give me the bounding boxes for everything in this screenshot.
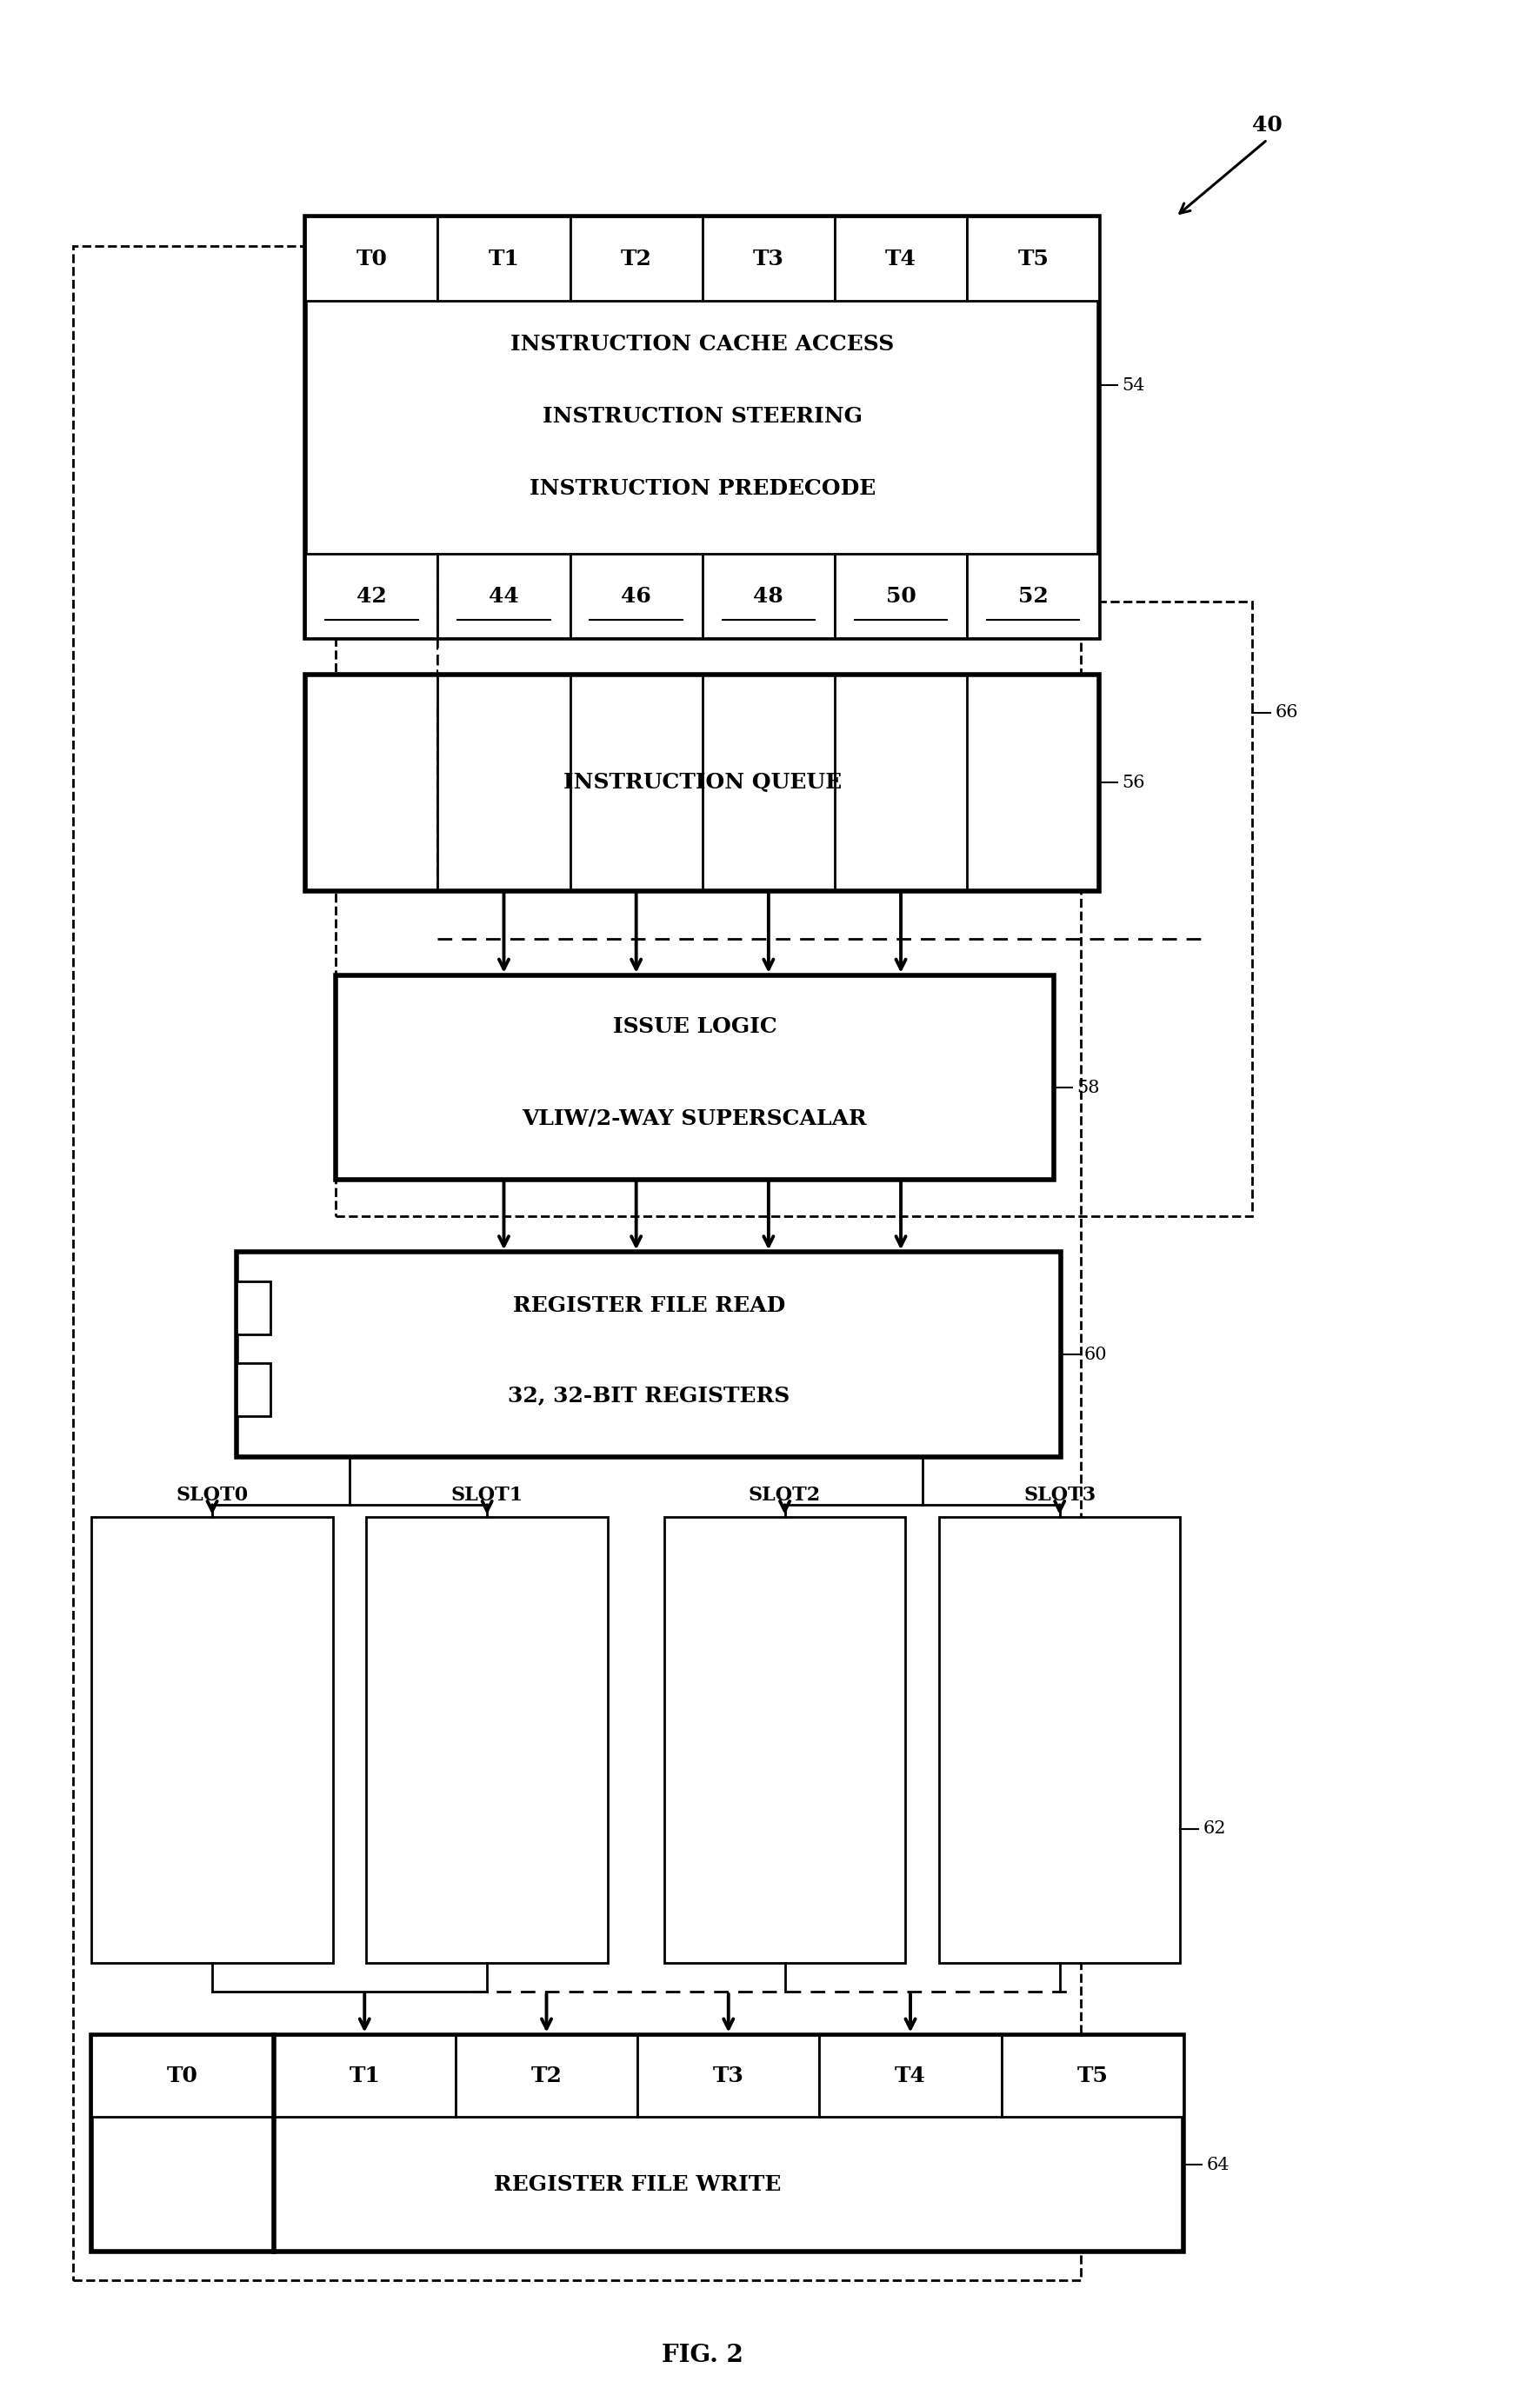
Text: INSTRUCTION CACHE ACCESS: INSTRUCTION CACHE ACCESS <box>510 335 894 354</box>
Text: 48: 48 <box>752 585 783 607</box>
Bar <box>835 554 966 638</box>
Bar <box>438 554 569 638</box>
Text: T0: T0 <box>356 248 388 270</box>
Text: T5: T5 <box>1016 248 1048 270</box>
Bar <box>237 1363 270 1416</box>
Text: 44: 44 <box>488 585 519 607</box>
Text: 40: 40 <box>1251 116 1282 135</box>
Bar <box>638 2035 819 2117</box>
Text: VLIW/2-WAY SUPERSCALAR: VLIW/2-WAY SUPERSCALAR <box>522 1108 867 1129</box>
Bar <box>237 1281 270 1334</box>
Bar <box>664 1517 905 1963</box>
Bar <box>702 554 835 638</box>
Bar <box>92 1517 333 1963</box>
Bar <box>336 975 1053 1180</box>
Bar <box>938 1517 1180 1963</box>
Text: SLOT3: SLOT3 <box>1022 1486 1096 1505</box>
Text: T3: T3 <box>713 2066 743 2085</box>
Text: 52: 52 <box>1018 585 1048 607</box>
Text: T2: T2 <box>531 2066 562 2085</box>
Text: T1: T1 <box>349 2066 380 2085</box>
Bar <box>966 217 1099 301</box>
Bar <box>305 674 1099 891</box>
Text: INSTRUCTION QUEUE: INSTRUCTION QUEUE <box>563 773 841 792</box>
Text: 42: 42 <box>356 585 386 607</box>
Bar <box>73 246 1080 2280</box>
Text: SLOT2: SLOT2 <box>748 1486 821 1505</box>
Text: REGISTER FILE WRITE: REGISTER FILE WRITE <box>493 2174 781 2194</box>
Bar <box>92 2035 1183 2251</box>
Text: 56: 56 <box>1122 775 1144 790</box>
Text: T1: T1 <box>488 248 519 270</box>
Text: 60: 60 <box>1083 1346 1106 1363</box>
Text: 46: 46 <box>621 585 652 607</box>
Text: ISSUE LOGIC: ISSUE LOGIC <box>612 1016 777 1038</box>
Bar <box>305 554 438 638</box>
Bar <box>702 217 835 301</box>
Text: 50: 50 <box>885 585 916 607</box>
Text: INSTRUCTION PREDECODE: INSTRUCTION PREDECODE <box>530 479 874 498</box>
Text: REGISTER FILE READ: REGISTER FILE READ <box>513 1296 784 1315</box>
Text: INSTRUCTION STEERING: INSTRUCTION STEERING <box>542 407 862 426</box>
Bar <box>438 217 569 301</box>
Text: T0: T0 <box>166 2066 198 2085</box>
Text: 62: 62 <box>1202 1820 1225 1837</box>
Bar <box>273 2035 455 2117</box>
Text: T4: T4 <box>885 248 916 270</box>
Bar <box>569 554 702 638</box>
Text: T4: T4 <box>894 2066 925 2085</box>
Text: FIG. 2: FIG. 2 <box>661 2343 743 2367</box>
Text: SLOT0: SLOT0 <box>175 1486 249 1505</box>
Text: 54: 54 <box>1122 378 1144 393</box>
Bar <box>305 217 438 301</box>
Bar <box>336 602 1251 1216</box>
Text: SLOT1: SLOT1 <box>450 1486 523 1505</box>
Text: 66: 66 <box>1274 703 1297 720</box>
Text: 58: 58 <box>1076 1079 1099 1096</box>
Text: 64: 64 <box>1206 2158 1228 2172</box>
Bar <box>237 1252 1061 1457</box>
Bar <box>966 554 1099 638</box>
Bar <box>92 2035 273 2117</box>
Bar <box>305 217 1099 638</box>
Bar <box>1001 2035 1183 2117</box>
Text: T3: T3 <box>752 248 784 270</box>
Text: 32, 32-BIT REGISTERS: 32, 32-BIT REGISTERS <box>508 1385 789 1406</box>
Bar <box>819 2035 1001 2117</box>
Text: T5: T5 <box>1076 2066 1108 2085</box>
Bar <box>366 1517 607 1963</box>
Bar <box>835 217 966 301</box>
Text: T2: T2 <box>620 248 652 270</box>
Bar <box>569 217 702 301</box>
Bar <box>455 2035 638 2117</box>
